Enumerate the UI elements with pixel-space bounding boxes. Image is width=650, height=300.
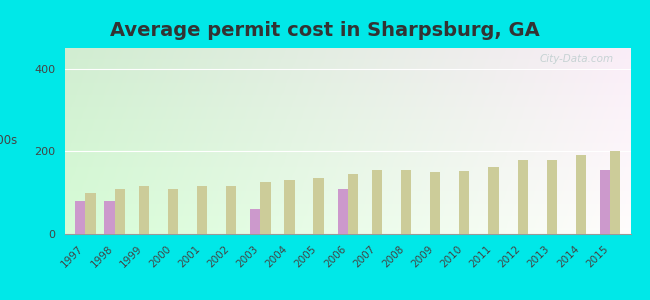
Text: Average permit cost in Sharpsburg, GA: Average permit cost in Sharpsburg, GA <box>110 21 540 40</box>
Bar <box>517 160 528 234</box>
Bar <box>226 187 236 234</box>
Bar <box>105 201 114 234</box>
Bar <box>337 188 348 234</box>
Bar <box>610 151 620 234</box>
Bar <box>401 170 411 234</box>
Bar <box>600 170 610 234</box>
Bar <box>85 193 96 234</box>
Bar <box>75 201 85 234</box>
Bar <box>547 160 557 234</box>
Bar <box>260 182 270 234</box>
Bar <box>460 171 469 234</box>
Bar <box>284 180 294 234</box>
Bar <box>114 188 125 234</box>
Bar <box>168 188 178 234</box>
Bar <box>197 187 207 234</box>
Text: City-Data.com: City-Data.com <box>540 54 614 64</box>
Bar <box>576 155 586 234</box>
Bar <box>348 174 358 234</box>
Bar <box>313 178 324 234</box>
Bar <box>488 167 499 234</box>
Y-axis label: $1000s: $1000s <box>0 134 17 148</box>
Bar <box>372 170 382 234</box>
Bar <box>250 209 260 234</box>
Bar <box>430 172 440 234</box>
Bar <box>138 187 149 234</box>
